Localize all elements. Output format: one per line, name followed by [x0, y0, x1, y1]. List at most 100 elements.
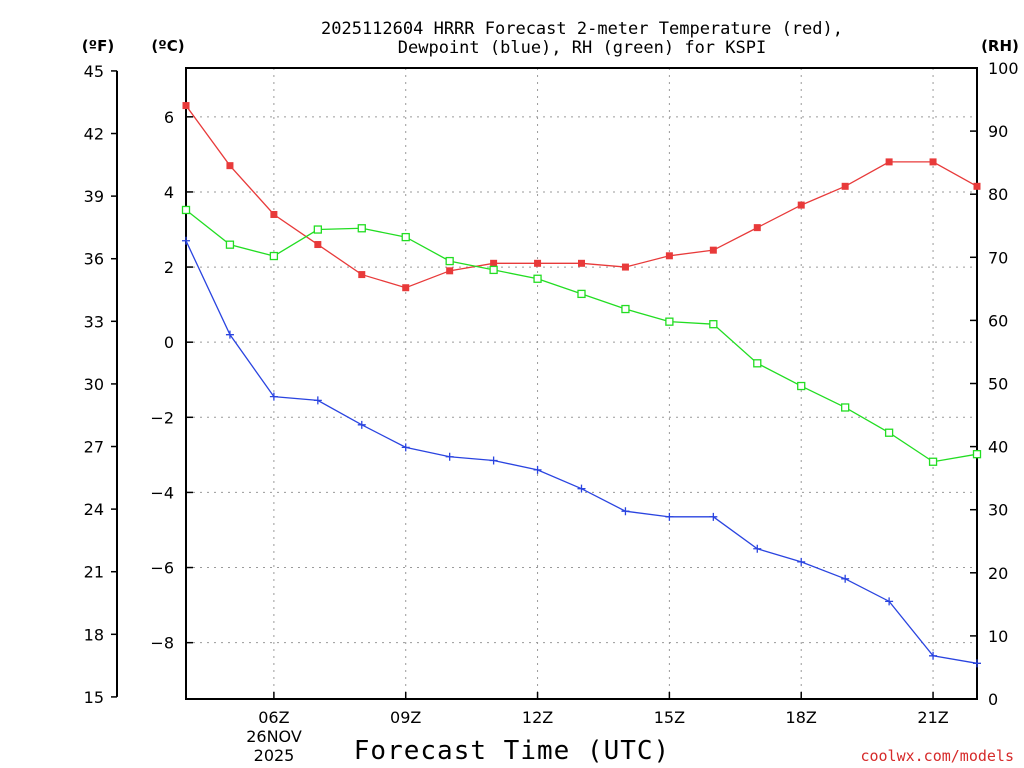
relative-humidity-point: [972, 450, 982, 459]
temperature-point: [841, 182, 849, 190]
date-label-year: 2025: [254, 746, 295, 765]
temperature-series: [182, 102, 981, 292]
x-tick-label: 06Z: [258, 708, 289, 727]
x-tick-label: 21Z: [917, 708, 948, 727]
dewpoint-point: [445, 452, 454, 461]
rh-tick-label: 20: [988, 564, 1008, 583]
temperature-point: [797, 201, 805, 209]
rh-tick-label: 0: [988, 690, 998, 709]
rh-tick-label: 10: [988, 627, 1008, 646]
celsius-tick-label: −2: [150, 408, 174, 427]
fahrenheit-unit-label: (ºF): [82, 37, 114, 55]
x-tick-label: 15Z: [654, 708, 685, 727]
dewpoint-point: [182, 236, 190, 245]
dewpoint-point: [269, 392, 278, 401]
fahrenheit-tick-label: 24: [84, 500, 104, 519]
dewpoint-point: [533, 465, 542, 474]
chart-title-line2: Dewpoint (blue), RH (green) for KSPI: [398, 38, 766, 58]
x-tick-label: 18Z: [786, 708, 817, 727]
temperature-point: [534, 259, 542, 267]
dewpoint-point: [621, 507, 630, 516]
temperature-point: [182, 102, 190, 110]
fahrenheit-tick-label: 18: [84, 625, 104, 644]
rh-tick-label: 60: [988, 311, 1008, 330]
dewpoint-point: [797, 557, 806, 566]
dewpoint-point: [313, 396, 322, 405]
temperature-point: [402, 284, 410, 292]
rh-tick-label: 40: [988, 438, 1008, 457]
temperature-point: [490, 259, 498, 267]
relative-humidity-point: [577, 289, 586, 299]
x-tick-label: 12Z: [522, 708, 553, 727]
relative-humidity-point: [269, 251, 279, 261]
celsius-tick-label: −6: [150, 559, 174, 578]
dewpoint-line: [185, 240, 978, 664]
rh-tick-label: 70: [988, 248, 1008, 267]
relative-humidity-point: [533, 274, 542, 283]
celsius-tick-label: −8: [150, 634, 174, 653]
relative-humidity-point: [445, 256, 454, 266]
relative-humidity-point: [357, 224, 366, 233]
fahrenheit-tick-label: 30: [84, 375, 104, 394]
celsius-tick-label: 0: [164, 333, 174, 352]
tick-labels: 45423936333027242118156420−2−4−6−8100908…: [84, 59, 1019, 727]
temperature-point: [226, 162, 234, 170]
dewpoint-point: [841, 574, 850, 583]
relative-humidity-point: [797, 381, 806, 391]
relative-humidity-point: [709, 320, 718, 329]
rh-tick-label: 90: [988, 122, 1008, 141]
relative-humidity-point: [665, 317, 674, 326]
temperature-point: [709, 246, 717, 254]
plot-frame: [185, 67, 978, 700]
chart-title-line1: 2025112604 HRRR Forecast 2-meter Tempera…: [321, 19, 843, 39]
date-label-day: 26NOV: [246, 727, 302, 746]
temperature-point: [665, 252, 673, 260]
temperature-point: [621, 263, 629, 271]
relative-humidity-point: [621, 304, 630, 314]
dewpoint-point: [489, 456, 498, 465]
dewpoint-point: [753, 544, 762, 553]
dewpoint-point: [577, 484, 586, 493]
dewpoint-point: [225, 330, 234, 339]
celsius-tick-label: 4: [164, 183, 174, 202]
celsius-tick-label: 6: [164, 108, 174, 127]
credit-text: coolwx.com/models: [860, 747, 1014, 765]
relative-humidity-series: [181, 205, 982, 466]
fahrenheit-tick-label: 45: [84, 62, 104, 81]
dewpoint-point: [401, 443, 410, 452]
fahrenheit-tick-label: 21: [84, 563, 104, 582]
relative-humidity-point: [841, 403, 850, 412]
temperature-point: [270, 210, 278, 218]
temperature-point: [885, 158, 893, 166]
dewpoint-series: [182, 236, 981, 668]
relative-humidity-point: [753, 359, 762, 368]
temperature-point: [578, 259, 585, 267]
dewpoint-point: [709, 512, 718, 521]
temperature-point: [358, 271, 366, 279]
dewpoint-point: [357, 420, 366, 429]
axes: [111, 67, 978, 700]
relative-humidity-point: [489, 265, 498, 275]
celsius-unit-label: (ºC): [151, 37, 184, 55]
temperature-point: [929, 158, 937, 166]
temperature-point: [973, 182, 981, 190]
rh-tick-label: 100: [988, 59, 1019, 78]
temperature-point: [446, 267, 454, 275]
data-series: [181, 102, 982, 668]
rh-unit-label: (RH): [981, 37, 1019, 55]
relative-humidity-point: [181, 205, 191, 215]
relative-humidity-point: [928, 457, 938, 466]
celsius-tick-label: −4: [150, 483, 174, 502]
relative-humidity-point: [884, 428, 894, 437]
celsius-tick-label: 2: [164, 258, 174, 277]
dewpoint-point: [885, 597, 894, 606]
relative-humidity-point: [313, 225, 322, 234]
relative-humidity-point: [401, 232, 410, 242]
dewpoint-point: [973, 659, 981, 668]
relative-humidity-line: [185, 209, 978, 463]
fahrenheit-tick-label: 33: [84, 312, 104, 331]
fahrenheit-tick-label: 39: [84, 187, 104, 206]
fahrenheit-tick-label: 42: [84, 125, 104, 144]
rh-tick-label: 80: [988, 185, 1008, 204]
